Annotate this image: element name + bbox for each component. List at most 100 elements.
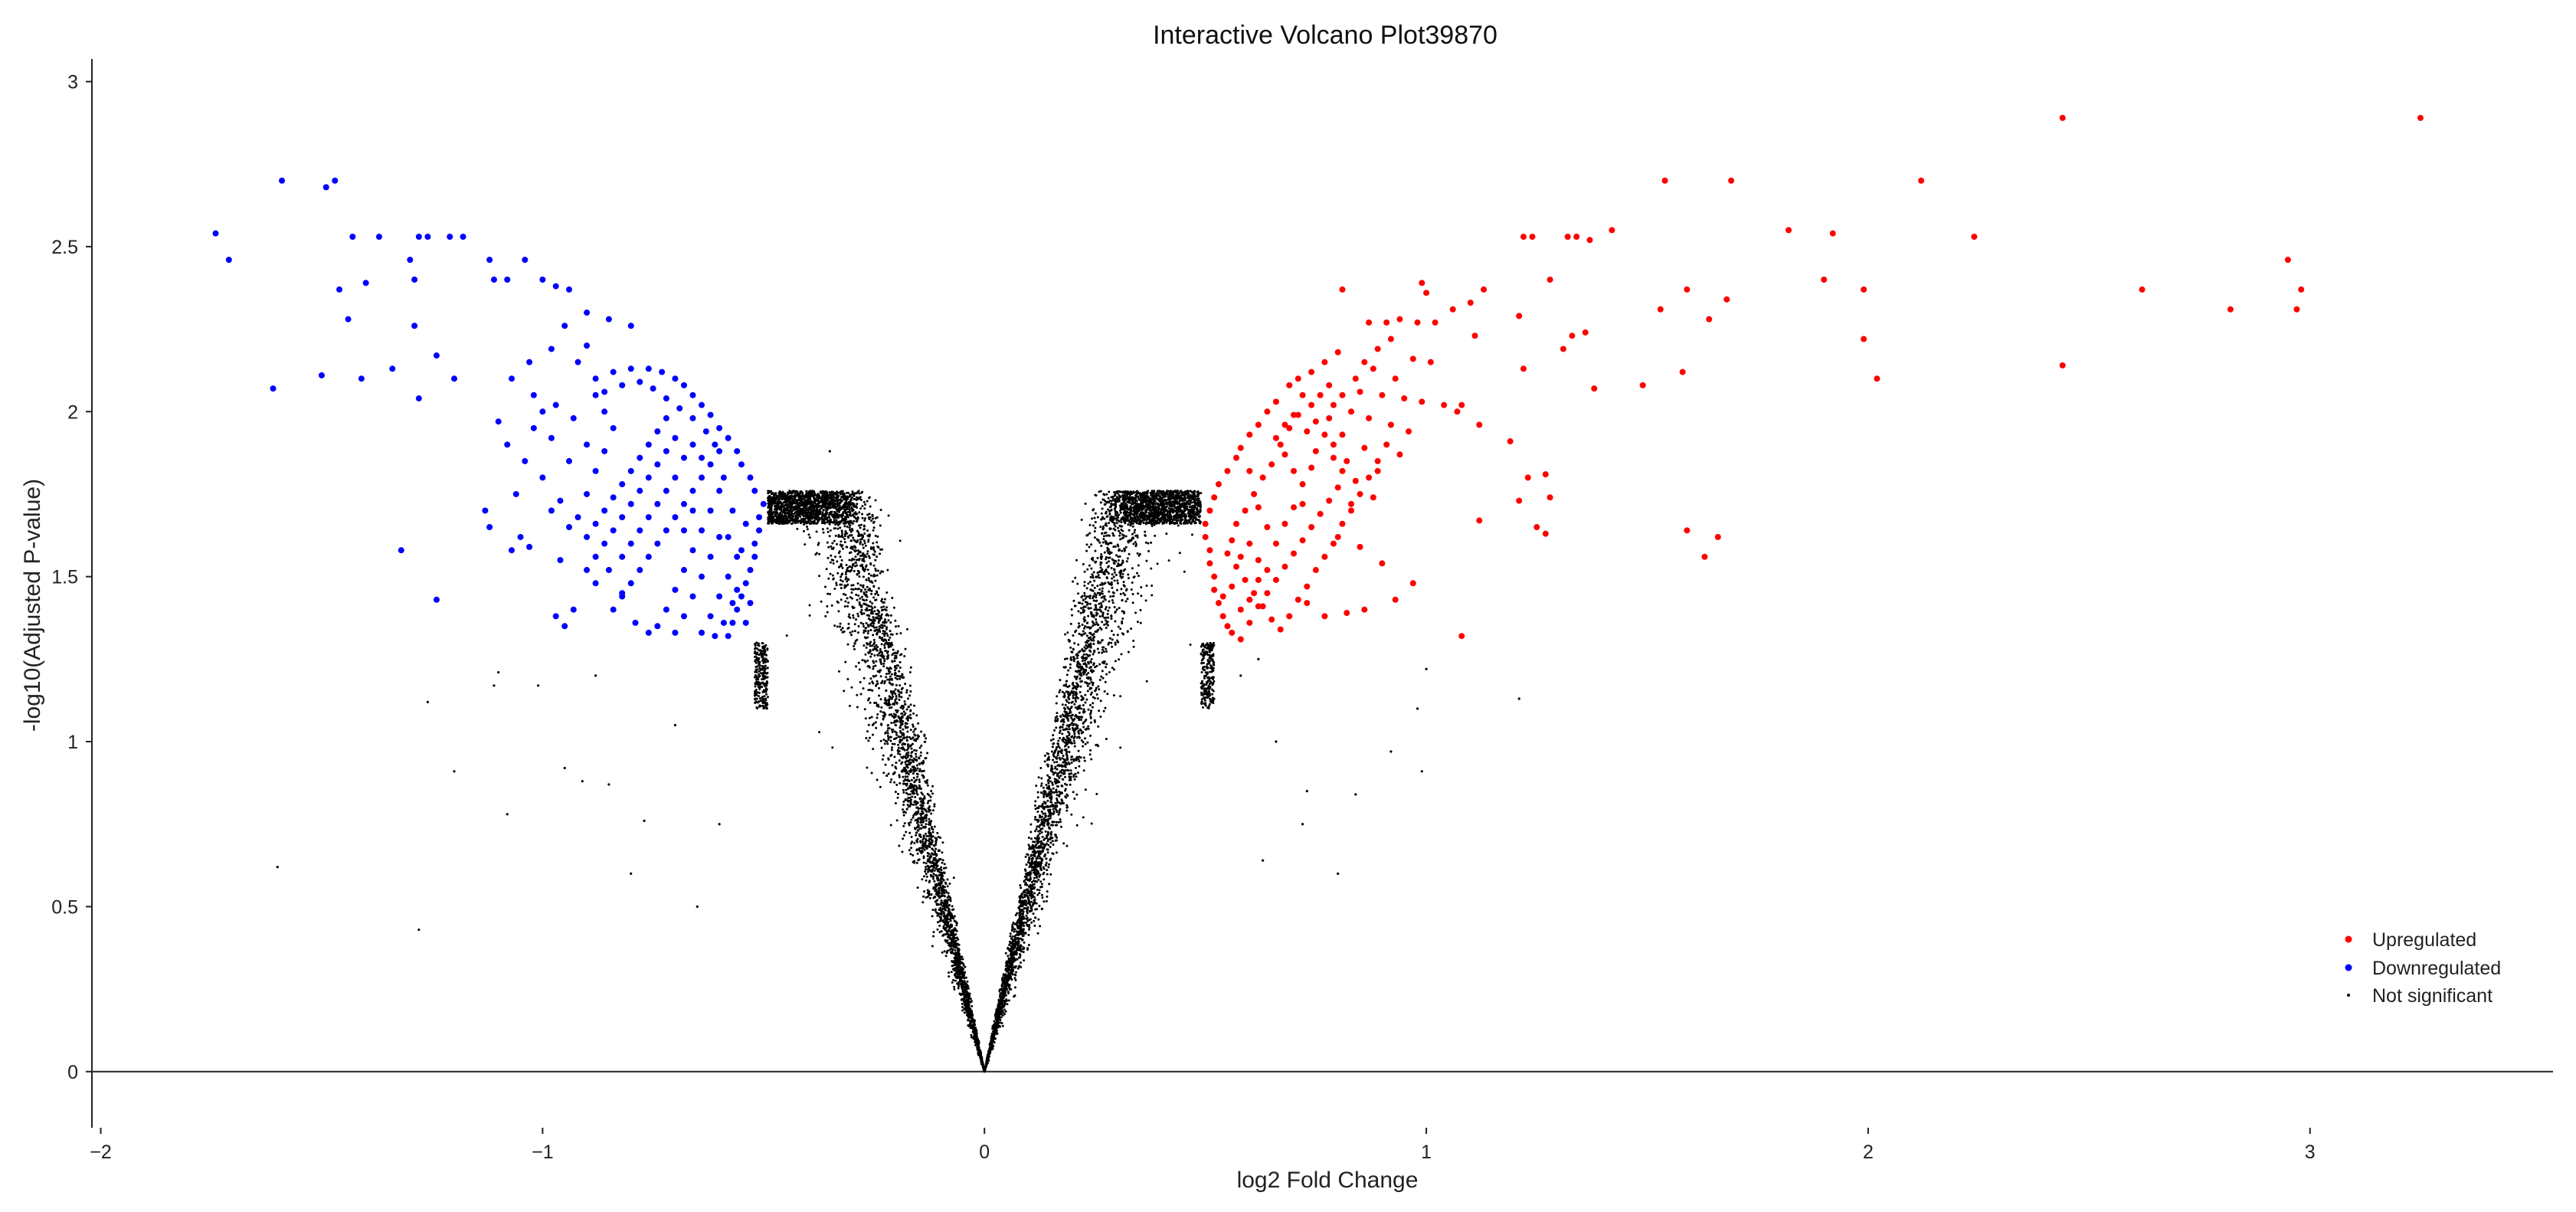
not-significant-point [1104, 706, 1107, 709]
not-significant-point [1056, 754, 1059, 757]
not-significant-point [757, 676, 760, 679]
not-significant-point [1188, 506, 1191, 509]
not-significant-point [1093, 608, 1096, 611]
not-significant-point [1151, 594, 1154, 597]
not-significant-point [1089, 721, 1092, 724]
not-significant-point [1060, 825, 1063, 828]
not-significant-point [828, 535, 831, 538]
not-significant-point [969, 997, 972, 1001]
not-significant-point [909, 821, 912, 824]
not-significant-point [1003, 1002, 1007, 1005]
not-significant-point [1183, 570, 1186, 573]
not-significant-point [940, 930, 943, 933]
not-significant-point [1097, 725, 1100, 728]
not-significant-point [869, 640, 872, 644]
not-significant-point [1122, 581, 1125, 584]
not-significant-point [846, 643, 849, 646]
not-significant-point [1084, 788, 1087, 791]
not-significant-point [915, 769, 918, 772]
not-significant-point [933, 804, 936, 807]
not-significant-point [844, 593, 847, 596]
not-significant-point [854, 511, 857, 514]
not-significant-point [1097, 685, 1100, 688]
not-significant-point [894, 619, 897, 622]
not-significant-point [915, 772, 918, 775]
not-significant-point [1127, 577, 1130, 580]
not-significant-point [889, 614, 892, 617]
not-significant-point [1116, 498, 1119, 501]
not-significant-point [1212, 701, 1215, 704]
not-significant-point [902, 707, 905, 710]
not-significant-point [1070, 608, 1073, 611]
not-significant-point [865, 622, 868, 625]
not-significant-point [1082, 726, 1085, 729]
not-significant-point [887, 772, 890, 775]
not-significant-point [863, 519, 866, 522]
not-significant-point [1078, 755, 1081, 758]
not-significant-point [892, 606, 895, 609]
not-significant-point [879, 658, 882, 661]
not-significant-point [1027, 859, 1030, 862]
x-tick-label: 3 [2305, 1142, 2316, 1163]
not-significant-point [898, 775, 901, 778]
not-significant-point [837, 610, 840, 613]
not-significant-point [908, 831, 912, 834]
not-significant-point [927, 799, 930, 802]
not-significant-point [1033, 876, 1036, 880]
not-significant-point [1072, 774, 1075, 777]
not-significant-point [1058, 776, 1061, 779]
not-significant-point [761, 696, 764, 699]
not-significant-point [866, 500, 869, 503]
not-significant-point [937, 835, 940, 838]
not-significant-point [869, 655, 872, 658]
not-significant-point [899, 632, 902, 635]
not-significant-point [1071, 726, 1074, 729]
not-significant-point [1016, 944, 1020, 947]
not-significant-point [1089, 716, 1092, 719]
not-significant-point [853, 569, 856, 572]
not-significant-point [1135, 542, 1138, 545]
not-significant-point [838, 625, 841, 628]
not-significant-point [1085, 644, 1088, 647]
not-significant-point [1105, 555, 1108, 559]
not-significant-point [1038, 814, 1041, 817]
not-significant-point [1136, 552, 1139, 555]
not-significant-point [781, 492, 784, 495]
not-significant-point [849, 565, 852, 568]
not-significant-point [1100, 553, 1103, 556]
not-significant-point [1098, 615, 1101, 618]
not-significant-point [1093, 530, 1096, 533]
not-significant-point [895, 632, 898, 635]
not-significant-point [1151, 490, 1154, 493]
not-significant-point [1077, 610, 1080, 613]
not-significant-point [1096, 647, 1099, 650]
not-significant-point [879, 552, 882, 555]
not-significant-point [1135, 522, 1138, 525]
not-significant-point [1069, 783, 1072, 786]
not-significant-point [1092, 599, 1095, 602]
not-significant-point [922, 837, 925, 840]
not-significant-point [885, 632, 889, 635]
not-significant-point [889, 645, 892, 648]
not-significant-point [903, 822, 906, 825]
not-significant-point [846, 545, 849, 549]
not-significant-point [846, 677, 849, 680]
not-significant-point [1033, 871, 1036, 874]
not-significant-point [818, 552, 821, 555]
not-significant-point [1096, 556, 1099, 559]
not-significant-point [1085, 549, 1088, 552]
not-significant-point [913, 704, 916, 707]
not-significant-point [1100, 544, 1103, 547]
not-significant-point [902, 814, 905, 817]
not-significant-point [1052, 813, 1055, 816]
not-significant-point [882, 629, 885, 632]
not-significant-point [868, 682, 871, 685]
not-significant-point [879, 647, 882, 650]
not-significant-point [1115, 496, 1118, 499]
not-significant-point [915, 806, 918, 809]
not-significant-point [886, 678, 889, 681]
not-significant-point [903, 748, 906, 752]
not-significant-point [915, 714, 918, 717]
not-significant-point [845, 571, 848, 574]
not-significant-point [853, 630, 856, 633]
